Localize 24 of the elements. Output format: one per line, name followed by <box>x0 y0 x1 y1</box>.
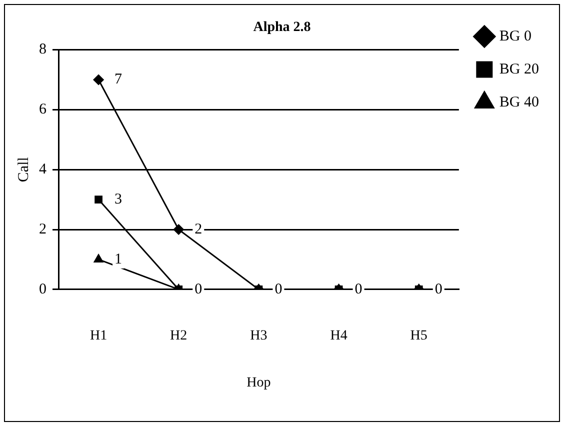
data-label: 0 <box>434 281 442 298</box>
y-axis-title: Call <box>16 157 32 182</box>
x-tick-label: H3 <box>250 328 268 344</box>
data-label: 2 <box>194 221 202 238</box>
data-label: 0 <box>194 281 202 298</box>
data-label: 7 <box>114 72 123 88</box>
legend-label: BG 0 <box>499 28 532 44</box>
chart-title: Alpha 2.8 <box>253 20 311 36</box>
x-axis-title: Hop <box>246 375 271 390</box>
data-label: 3 <box>114 191 122 208</box>
x-tick-label: H1 <box>90 328 108 344</box>
y-tick-label: 0 <box>39 281 46 298</box>
y-tick-label: 4 <box>39 162 47 178</box>
x-tick-label: H5 <box>410 328 428 344</box>
data-label: 0 <box>274 281 282 298</box>
y-tick-label: 6 <box>39 102 47 118</box>
data-label: 1 <box>114 251 122 268</box>
x-tick-label: H2 <box>170 328 188 344</box>
y-tick-label: 8 <box>39 42 46 58</box>
legend-label: BG 20 <box>499 61 540 78</box>
x-tick-label: H4 <box>330 328 348 344</box>
y-tick-label: 2 <box>39 221 46 238</box>
data-label: 0 <box>354 281 362 298</box>
legend-label: BG 40 <box>499 94 540 110</box>
